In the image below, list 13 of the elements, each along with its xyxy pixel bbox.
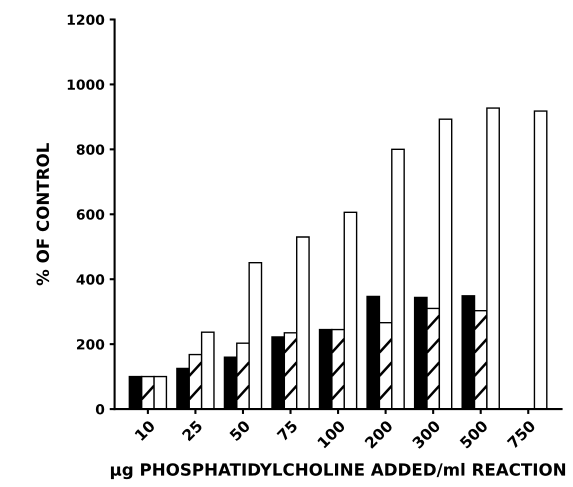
- x-tick-label: 25: [181, 420, 204, 442]
- y-tick-label: 400: [76, 274, 104, 285]
- y-tick-label: 1200: [68, 14, 104, 25]
- x-tick-label: 50: [228, 420, 251, 442]
- y-tick-label: 800: [76, 144, 104, 155]
- x-tick-label: 10: [134, 420, 156, 441]
- y-tick-label: 1000: [68, 79, 104, 90]
- y-axis-title: % OF CONTROL: [36, 143, 50, 286]
- x-tick-label: 75: [276, 420, 298, 442]
- y-tick-label: 600: [76, 209, 104, 220]
- y-tick-label: 200: [76, 339, 104, 350]
- x-axis-title: μg PHOSPHATIDYLCHOLINE ADDED/ml REACTION: [110, 462, 566, 480]
- y-tick-label: 0: [96, 404, 104, 415]
